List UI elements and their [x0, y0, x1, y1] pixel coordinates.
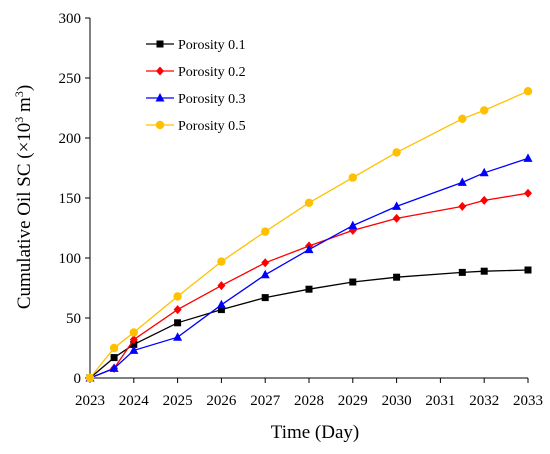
- series-line: [89, 157, 529, 379]
- series-line: [89, 90, 529, 379]
- data-point: [523, 153, 533, 162]
- data-point: [217, 257, 226, 266]
- legend-label: Porosity 0.1: [178, 38, 246, 53]
- legend-label: Porosity 0.5: [178, 119, 246, 134]
- data-point: [348, 220, 358, 230]
- y-tick-label: 100: [59, 251, 82, 267]
- data-point: [524, 266, 532, 274]
- x-axis-title: Time (Day): [271, 422, 360, 443]
- data-point: [392, 213, 401, 223]
- y-tick-label: 300: [59, 11, 82, 27]
- legend-label: Porosity 0.2: [178, 65, 246, 80]
- legend-item: Porosity 0.3: [146, 92, 246, 107]
- x-tick-label: 2024: [119, 393, 150, 409]
- x-tick-label: 2028: [294, 393, 324, 409]
- y-tick-label: 250: [59, 71, 82, 87]
- y-tick-label: 50: [66, 311, 81, 327]
- data-point: [305, 285, 313, 293]
- data-point: [217, 281, 226, 291]
- data-point: [217, 306, 225, 314]
- data-point: [174, 319, 182, 327]
- legend-item: Porosity 0.2: [146, 65, 246, 80]
- data-point: [304, 198, 314, 207]
- data-point: [173, 305, 182, 315]
- legend-swatch-marker: [156, 40, 164, 48]
- legend-item: Porosity 0.1: [146, 38, 246, 53]
- x-tick-label: 2027: [250, 393, 281, 409]
- y-axis-title-unit-exponent: 3: [12, 91, 26, 97]
- series-porosity-0-5: [85, 87, 533, 383]
- series-line: [89, 192, 529, 379]
- data-point: [348, 173, 357, 182]
- data-point: [216, 299, 226, 309]
- data-point: [261, 294, 269, 302]
- data-point: [392, 201, 402, 210]
- data-point: [458, 201, 467, 211]
- data-point: [129, 345, 139, 354]
- data-point: [524, 188, 532, 198]
- y-tick-label: 200: [59, 131, 82, 147]
- data-point: [85, 373, 95, 383]
- data-point: [173, 332, 183, 341]
- data-point: [479, 167, 489, 177]
- series-porosity-0-1: [86, 266, 532, 382]
- series-porosity-0-2: [86, 188, 532, 383]
- data-point: [480, 106, 489, 115]
- legend-swatch-marker: [155, 93, 165, 102]
- data-point: [304, 244, 314, 254]
- data-point: [393, 273, 401, 281]
- y-axis-title-exponent: 3: [12, 117, 26, 123]
- y-tick-label: 0: [74, 371, 82, 387]
- data-point: [458, 114, 467, 124]
- y-axis-title-main: Cumulative Oil SC (×10: [14, 123, 35, 309]
- series-layer: [85, 87, 533, 383]
- x-tick-label: 2029: [338, 393, 368, 409]
- x-tick-label: 2023: [75, 393, 105, 409]
- data-point: [110, 354, 118, 362]
- y-axis-title-close: ): [14, 85, 35, 91]
- axes: 0 50 100 150 200 250 300 2023 2024 2025 2026 2027 20…: [59, 11, 544, 409]
- x-tick-label: 2033: [513, 393, 543, 409]
- data-point: [261, 258, 270, 268]
- x-tick-label: 2025: [163, 393, 193, 409]
- data-point: [109, 343, 119, 353]
- data-point: [173, 292, 182, 301]
- x-tick-label: 2026: [206, 393, 237, 409]
- data-point: [130, 340, 138, 348]
- y-tick-label: 150: [59, 191, 82, 207]
- data-point: [260, 269, 270, 279]
- data-point: [261, 227, 270, 236]
- y-axis-title: Cumulative Oil SC (×103 m3): [12, 85, 35, 309]
- series-porosity-0-3: [85, 153, 533, 382]
- x-tick-label: 2032: [469, 393, 499, 409]
- legend: Porosity 0.1 Porosity 0.2 Porosity 0.3 Poro…: [146, 38, 246, 134]
- data-point: [392, 148, 401, 157]
- data-point: [129, 328, 138, 337]
- x-tick-label: 2031: [425, 393, 455, 409]
- data-point: [129, 335, 138, 345]
- data-point: [109, 363, 119, 372]
- data-point: [523, 87, 533, 96]
- data-point: [480, 195, 489, 205]
- legend-swatch-marker: [155, 120, 165, 130]
- data-point: [458, 268, 466, 276]
- data-point: [480, 267, 488, 275]
- x-tick-label: 2030: [382, 393, 412, 409]
- legend-label: Porosity 0.3: [178, 92, 246, 107]
- y-axis-title-unit: m: [14, 97, 35, 117]
- legend-item: Porosity 0.5: [146, 119, 246, 134]
- legend-swatch-marker: [156, 66, 164, 76]
- data-point: [349, 278, 357, 286]
- data-point: [457, 177, 467, 186]
